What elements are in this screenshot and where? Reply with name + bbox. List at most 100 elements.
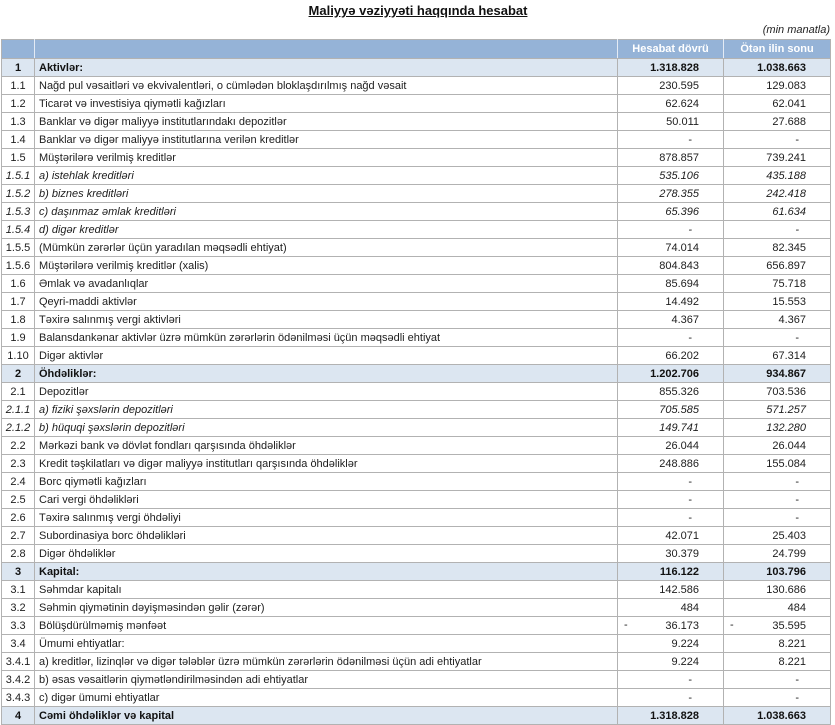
value-previous-cell: - 35.595 <box>723 616 831 635</box>
row-label-cell: Banklar və digər maliyyə institutlarında… <box>34 112 618 131</box>
row-number-cell: 1.7 <box>1 292 35 311</box>
table-row: 1.2 Ticarət və investisiya qiymətli kağız… <box>1 94 831 113</box>
row-number-cell: 3.4.2 <box>1 670 35 689</box>
table-row: 2 Öhdəliklər: 1.202.706 934.867 <box>1 364 831 383</box>
value-current-cell: 42.071 <box>617 526 724 545</box>
value-previous-cell: 61.634 <box>723 202 831 221</box>
value-current-cell: 26.044 <box>617 436 724 455</box>
row-number-cell: 4 <box>1 706 35 725</box>
table-row: 1.5.2 b) biznes kreditləri 278.355 242.418 <box>1 184 831 203</box>
value-previous-cell: 132.280 <box>723 418 831 437</box>
row-label-cell: Səhmdar kapitalı <box>34 580 618 599</box>
table-row: 1.1 Nağd pul vəsaitləri və ekvivalentləri… <box>1 76 831 95</box>
row-number-cell: 3.4.1 <box>1 652 35 671</box>
minus-sign: - <box>624 619 628 631</box>
row-label-cell: Balansdankənar aktivlər üzrə mümkün zərə… <box>34 328 618 347</box>
value-previous-cell: 934.867 <box>723 364 831 383</box>
row-label-cell: Depozitlər <box>34 382 618 401</box>
value-previous-cell: - <box>723 472 831 491</box>
value-previous-cell: 67.314 <box>723 346 831 365</box>
value-current-cell: 705.585 <box>617 400 724 419</box>
value-previous-cell: 1.038.663 <box>723 58 831 77</box>
row-label-cell: (Mümkün zərərlər üçün yaradılan məqsədli… <box>34 238 618 257</box>
value-current-cell: 66.202 <box>617 346 724 365</box>
value-current-cell: - <box>617 508 724 527</box>
value-current-cell: 484 <box>617 598 724 617</box>
row-number-cell: 1.1 <box>1 76 35 95</box>
value-previous-cell: 129.083 <box>723 76 831 95</box>
column-header-current: Hesabat dövrü <box>617 39 724 59</box>
row-label-cell: Ümumi ehtiyatlar: <box>34 634 618 653</box>
table-row: 2.3 Kredit təşkilatları və digər maliyyə … <box>1 454 831 473</box>
table-row: 2.7 Subordinasiya borc öhdəlikləri 42.071 2… <box>1 526 831 545</box>
value-current-cell: 74.014 <box>617 238 724 257</box>
row-label-cell: Subordinasiya borc öhdəlikləri <box>34 526 618 545</box>
header-row: Hesabat dövrü Ötən ilin sonu <box>1 39 831 59</box>
row-number-cell: 2.1.2 <box>1 418 35 437</box>
value-previous-cell: 62.041 <box>723 94 831 113</box>
table-row: 1.4 Banklar və digər maliyyə institutları… <box>1 130 831 149</box>
table-row: 3.4.2 b) əsas vəsaitlərin qiymətləndirilm… <box>1 670 831 689</box>
row-label-cell: Əmlak və avadanlıqlar <box>34 274 618 293</box>
value-previous-cell: 26.044 <box>723 436 831 455</box>
row-number-cell: 1.5.5 <box>1 238 35 257</box>
value-previous-cell: - <box>723 670 831 689</box>
row-label-cell: Müştərilərə verilmiş kreditlər (xalis) <box>34 256 618 275</box>
value-previous-cell: - <box>723 688 831 707</box>
table-row: 1 Aktivlər: 1.318.828 1.038.663 <box>1 58 831 77</box>
table-row: 3.4 Ümumi ehtiyatlar: 9.224 8.221 <box>1 634 831 653</box>
row-label-cell: a) kreditlər, lizinqlər və digər tələblə… <box>34 652 618 671</box>
row-number-cell: 3.1 <box>1 580 35 599</box>
value-current-cell: 878.857 <box>617 148 724 167</box>
table-row: 1.5.3 c) daşınmaz əmlak kreditləri 65.396 6… <box>1 202 831 221</box>
row-number-cell: 2.7 <box>1 526 35 545</box>
row-number-cell: 1.9 <box>1 328 35 347</box>
table-row: 1.5.5 (Mümkün zərərlər üçün yaradılan məq… <box>1 238 831 257</box>
amount: 36.173 <box>665 619 699 632</box>
table-row: 2.8 Digər öhdəliklər 30.379 24.799 <box>1 544 831 563</box>
row-number-cell: 1.5.1 <box>1 166 35 185</box>
table-row: 2.5 Cari vergi öhdəlikləri - - <box>1 490 831 509</box>
value-current-cell: - <box>617 130 724 149</box>
row-number-cell: 3 <box>1 562 35 581</box>
table-row: 4 Cəmi öhdəliklər və kapital 1.318.828 1.03… <box>1 706 831 725</box>
row-number-cell: 2.1 <box>1 382 35 401</box>
row-label-cell: Kredit təşkilatları və digər maliyyə ins… <box>34 454 618 473</box>
row-label-cell: Öhdəliklər: <box>34 364 618 383</box>
page-title: Maliyyə vəziyyəti haqqında hesabat <box>308 3 528 18</box>
value-current-cell: 9.224 <box>617 634 724 653</box>
value-previous-cell: 130.686 <box>723 580 831 599</box>
row-label-cell: Aktivlər: <box>34 58 618 77</box>
value-current-cell: 248.886 <box>617 454 724 473</box>
value-current-cell: - <box>617 490 724 509</box>
units-note: (min manatla) <box>762 24 830 36</box>
table-row: 1.5.1 a) istehlak kreditləri 535.106 435.18… <box>1 166 831 185</box>
row-label-cell: Təxirə salınmış vergi öhdəliyi <box>34 508 618 527</box>
row-label-cell: Səhmin qiymətinin dəyişməsindən gəlir (z… <box>34 598 618 617</box>
value-current-cell: 62.624 <box>617 94 724 113</box>
row-label-cell: a) fiziki şəxslərin depozitləri <box>34 400 618 419</box>
row-number-cell: 2.2 <box>1 436 35 455</box>
row-number-cell: 2.3 <box>1 454 35 473</box>
table-row: 1.8 Təxirə salınmış vergi aktivləri 4.367 4… <box>1 310 831 329</box>
value-current-cell: - <box>617 472 724 491</box>
row-number-cell: 1.5 <box>1 148 35 167</box>
table-row: 2.4 Borc qiymətli kağızları - - <box>1 472 831 491</box>
row-number-cell: 3.2 <box>1 598 35 617</box>
value-previous-cell: 27.688 <box>723 112 831 131</box>
table-row: 2.6 Təxirə salınmış vergi öhdəliyi - - <box>1 508 831 527</box>
value-current-cell: 85.694 <box>617 274 724 293</box>
row-label-cell: Bölüşdürülməmiş mənfəət <box>34 616 618 635</box>
row-number-cell: 1.10 <box>1 346 35 365</box>
table-row: 3.3 Bölüşdürülməmiş mənfəət -36.173-35.595 <box>1 616 831 635</box>
value-current-cell: - <box>617 220 724 239</box>
value-current-cell: - <box>617 670 724 689</box>
row-number-cell: 1.5.3 <box>1 202 35 221</box>
row-number-cell: 3.4 <box>1 634 35 653</box>
table-row: 1.7 Qeyri-maddi aktivlər 14.492 15.553 <box>1 292 831 311</box>
value-current-cell: 14.492 <box>617 292 724 311</box>
row-label-cell: Kapital: <box>34 562 618 581</box>
row-number-cell: 1.2 <box>1 94 35 113</box>
value-current-cell: 804.843 <box>617 256 724 275</box>
table-body: 1 Aktivlər: 1.318.828 1.038.663 1.1 Nağd pul … <box>1 58 831 725</box>
